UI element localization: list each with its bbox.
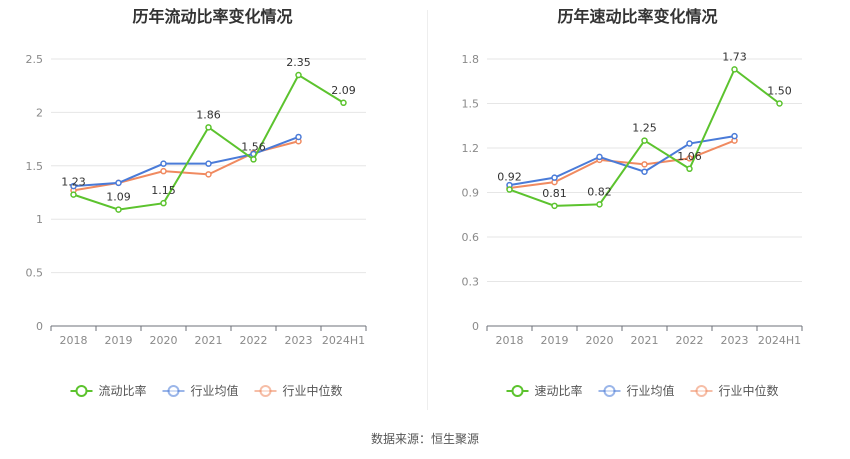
y-tick-label: 1.5 bbox=[462, 98, 480, 111]
y-tick-label: 1 bbox=[36, 213, 43, 226]
x-tick-label: 2024H1 bbox=[758, 334, 801, 347]
data-point bbox=[295, 133, 302, 141]
data-label: 1.73 bbox=[722, 50, 747, 63]
chart-title: 历年流动比率变化情况 bbox=[132, 7, 293, 26]
data-point bbox=[596, 201, 603, 208]
legend-marker bbox=[511, 385, 524, 397]
x-tick-label: 2020 bbox=[150, 334, 178, 347]
y-tick-label: 0.9 bbox=[462, 187, 480, 200]
data-point bbox=[115, 179, 122, 187]
data-point bbox=[731, 132, 738, 140]
x-tick-label: 2021 bbox=[195, 334, 223, 347]
legend-label: 行业中位数 bbox=[719, 383, 779, 398]
data-point bbox=[551, 202, 558, 210]
data-label: 1.15 bbox=[151, 184, 176, 197]
data-point bbox=[506, 186, 513, 193]
y-tick-label: 1.5 bbox=[26, 160, 44, 173]
legend-marker bbox=[259, 385, 272, 397]
x-tick-label: 2023 bbox=[285, 334, 313, 347]
data-label: 0.82 bbox=[587, 185, 612, 198]
chart-title: 历年速动比率变化情况 bbox=[557, 7, 718, 26]
data-point bbox=[686, 155, 693, 162]
data-label: 1.86 bbox=[196, 108, 221, 121]
y-tick-label: 1.8 bbox=[462, 53, 480, 66]
data-label: 1.50 bbox=[767, 85, 792, 98]
current-ratio-chart: 历年流动比率变化情况 0 0.5 1 1.5 2 2.5 2018 2019 2020 2021 2… bbox=[0, 0, 425, 420]
quick-ratio-chart: 历年速动比率变化情况 0 0.3 0.6 0.9 1.2 1.5 1.8 2018 2019 20… bbox=[425, 0, 850, 420]
current-ratio-plot: 0 0.5 1 1.5 2 2.5 2018 2019 2020 2021 2022 2023 2024… bbox=[26, 53, 367, 398]
data-label: 1.23 bbox=[61, 176, 86, 189]
data-point bbox=[686, 140, 693, 147]
quick-ratio-plot: 0 0.3 0.6 0.9 1.2 1.5 1.8 2018 2019 2020 2021 2022 2… bbox=[462, 50, 803, 398]
y-tick-label: 1.2 bbox=[462, 142, 480, 155]
series-line bbox=[509, 135, 735, 187]
data-label: 2.35 bbox=[286, 56, 311, 69]
data-label: 1.06 bbox=[677, 150, 702, 163]
legend-label: 行业均值 bbox=[627, 383, 675, 398]
data-point bbox=[551, 174, 558, 181]
data-point bbox=[686, 165, 693, 173]
data-label: 0.92 bbox=[497, 171, 522, 184]
legend-marker bbox=[167, 385, 180, 397]
data-point bbox=[205, 160, 212, 167]
y-tick-label: 0.6 bbox=[462, 231, 480, 244]
data-point bbox=[340, 99, 347, 107]
data-label: 1.56 bbox=[241, 140, 266, 153]
x-tick-label: 2022 bbox=[676, 334, 704, 347]
y-tick-label: 0.3 bbox=[462, 276, 480, 289]
x-tick-label: 2020 bbox=[586, 334, 614, 347]
x-tick-label: 2018 bbox=[496, 334, 524, 347]
data-point bbox=[641, 168, 648, 175]
legend-label: 行业均值 bbox=[191, 383, 239, 398]
data-point bbox=[115, 206, 122, 213]
y-tick-label: 0 bbox=[36, 320, 43, 333]
data-point bbox=[205, 124, 212, 131]
data-point bbox=[295, 71, 302, 79]
data-label: 1.09 bbox=[106, 191, 131, 204]
data-point bbox=[250, 156, 257, 163]
series-line bbox=[509, 139, 735, 190]
legend-marker bbox=[695, 385, 708, 397]
x-tick-label: 2024H1 bbox=[322, 334, 365, 347]
data-point bbox=[641, 137, 648, 144]
panel-divider bbox=[427, 10, 428, 410]
y-tick-label: 2 bbox=[36, 106, 43, 119]
x-tick-label: 2021 bbox=[631, 334, 659, 347]
x-tick-label: 2022 bbox=[240, 334, 268, 347]
legend-label: 行业中位数 bbox=[283, 383, 343, 398]
legend-label: 流动比率 bbox=[99, 383, 147, 398]
data-point bbox=[731, 66, 738, 73]
x-tick-label: 2023 bbox=[721, 334, 749, 347]
data-point bbox=[160, 160, 167, 167]
y-tick-label: 0.5 bbox=[26, 267, 44, 280]
data-label: 2.09 bbox=[331, 84, 356, 97]
legend-label: 速动比率 bbox=[535, 383, 583, 398]
y-tick-label: 0 bbox=[472, 320, 479, 333]
y-tick-label: 2.5 bbox=[26, 53, 44, 66]
data-point bbox=[70, 182, 77, 190]
x-tick-label: 2019 bbox=[105, 334, 133, 347]
legend-marker bbox=[75, 385, 88, 397]
data-point bbox=[641, 161, 648, 168]
legend-marker bbox=[603, 385, 616, 397]
data-point bbox=[160, 167, 167, 175]
x-tick-label: 2018 bbox=[60, 334, 88, 347]
data-point bbox=[596, 153, 603, 161]
data-point bbox=[205, 171, 212, 178]
data-point bbox=[70, 191, 77, 198]
data-point bbox=[776, 100, 783, 107]
series-line bbox=[73, 73, 345, 211]
data-point bbox=[160, 199, 167, 207]
data-label: 0.81 bbox=[542, 187, 567, 200]
data-label: 1.25 bbox=[632, 122, 657, 135]
x-tick-label: 2019 bbox=[541, 334, 569, 347]
data-source-note: 数据来源：恒生聚源 bbox=[370, 432, 479, 446]
